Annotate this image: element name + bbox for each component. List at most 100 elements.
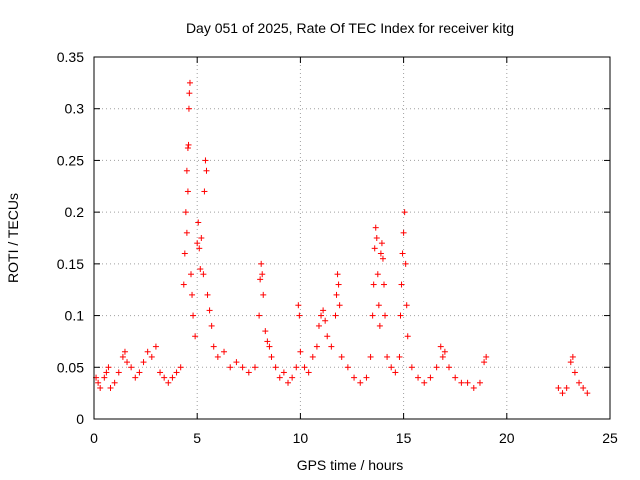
data-point: [256, 312, 263, 319]
data-point: [301, 364, 308, 371]
data-point: [181, 250, 188, 257]
data-point: [184, 145, 191, 152]
y-tick-label: 0.2: [65, 204, 85, 220]
data-point: [115, 369, 122, 376]
data-point: [285, 379, 292, 386]
data-point: [571, 369, 578, 376]
data-point: [481, 359, 488, 366]
data-point: [97, 384, 104, 391]
data-point: [257, 276, 264, 283]
data-point: [372, 224, 379, 231]
data-point: [177, 364, 184, 371]
data-point: [152, 343, 159, 350]
data-point: [402, 260, 409, 267]
data-point: [165, 379, 172, 386]
y-axis-title: ROTI / TECUs: [5, 193, 21, 283]
data-point: [392, 369, 399, 376]
data-point: [396, 353, 403, 360]
data-point: [169, 374, 176, 381]
data-point: [183, 229, 190, 236]
data-point: [272, 364, 279, 371]
data-point: [437, 343, 444, 350]
data-point: [399, 250, 406, 257]
data-point: [107, 384, 114, 391]
data-point: [446, 364, 453, 371]
data-point: [144, 348, 151, 355]
data-point: [408, 364, 415, 371]
data-point: [196, 245, 203, 252]
data-point: [373, 235, 380, 241]
data-point: [194, 240, 201, 247]
data-point: [136, 369, 143, 376]
y-tick-label: 0: [76, 411, 84, 427]
data-point: [280, 369, 287, 376]
data-point: [439, 353, 446, 360]
data-point: [403, 302, 410, 309]
data-point: [334, 271, 341, 278]
grid-lines: [94, 57, 610, 419]
y-tick-label: 0.1: [65, 308, 85, 324]
data-point: [404, 333, 411, 340]
data-point: [148, 353, 155, 360]
data-point: [315, 322, 322, 329]
data-point: [258, 260, 265, 267]
data-point: [276, 374, 283, 381]
data-point: [309, 353, 316, 360]
data-point: [189, 291, 196, 298]
x-tick-labels: 0 5 10 15 20 25: [90, 430, 618, 446]
data-point: [376, 322, 383, 329]
data-point: [140, 359, 147, 366]
data-point: [377, 250, 384, 257]
data-point: [313, 343, 320, 350]
data-point: [132, 374, 139, 381]
y-tick-label: 0.05: [57, 359, 84, 375]
y-tick-label: 0.35: [57, 49, 84, 65]
y-tick-label: 0.3: [65, 101, 85, 117]
data-point: [388, 364, 395, 371]
data-point: [185, 141, 192, 148]
data-point: [379, 255, 386, 262]
data-point: [569, 353, 576, 360]
data-point: [400, 229, 407, 236]
data-point: [464, 379, 471, 386]
data-point: [180, 281, 187, 288]
data-point: [398, 281, 405, 288]
data-point: [214, 353, 221, 360]
data-point: [452, 374, 459, 381]
data-point: [483, 353, 490, 360]
data-point: [380, 281, 387, 288]
data-point: [157, 369, 164, 376]
plot-frame: [93, 56, 611, 420]
data-point: [555, 384, 562, 391]
data-point: [324, 333, 331, 340]
data-point: [111, 379, 118, 386]
data-point: [415, 374, 422, 381]
data-point: [374, 271, 381, 278]
data-point: [192, 333, 199, 340]
data-point: [95, 379, 102, 386]
data-point: [259, 271, 266, 278]
data-point: [200, 271, 207, 278]
data-point: [161, 374, 168, 381]
data-point: [101, 374, 108, 381]
data-point: [186, 79, 193, 86]
data-point: [251, 364, 258, 371]
data-point: [338, 353, 345, 360]
data-point: [121, 348, 128, 355]
data-point: [185, 105, 192, 112]
data-point: [371, 245, 378, 252]
data-point: [351, 374, 358, 381]
data-point: [382, 312, 389, 319]
data-point: [182, 209, 189, 216]
data-point: [367, 353, 374, 360]
data-point: [119, 353, 126, 360]
data-point: [206, 307, 213, 314]
data-point: [320, 307, 327, 314]
data-point: [305, 369, 312, 376]
data-point: [370, 281, 377, 288]
data-point: [293, 364, 300, 371]
x-tick-label: 15: [396, 430, 412, 446]
data-point: [433, 364, 440, 371]
data-point: [333, 291, 340, 298]
